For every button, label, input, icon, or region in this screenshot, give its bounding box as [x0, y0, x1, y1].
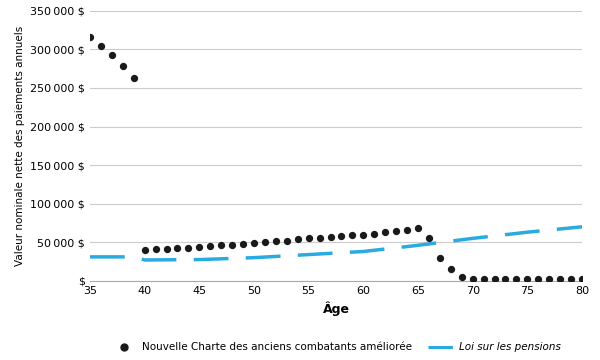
Point [140, 247, 149, 253]
Point [457, 274, 467, 280]
X-axis label: Âge: Âge [323, 301, 349, 316]
Point [413, 225, 423, 231]
Point [151, 246, 160, 252]
Point [271, 239, 281, 244]
Point [282, 238, 292, 244]
Point [118, 63, 128, 69]
Point [544, 276, 554, 282]
Point [238, 241, 248, 247]
Point [129, 75, 139, 81]
Point [424, 235, 434, 241]
Point [577, 276, 587, 282]
Point [500, 276, 510, 282]
Point [468, 276, 478, 282]
Point [479, 276, 488, 282]
Point [337, 233, 346, 239]
Point [446, 266, 455, 272]
Point [162, 246, 172, 252]
Point [205, 243, 215, 249]
Point [304, 235, 313, 241]
Point [359, 231, 368, 237]
Point [556, 276, 565, 282]
Point [194, 244, 204, 250]
Point [260, 239, 270, 245]
Point [96, 42, 106, 48]
Point [435, 255, 445, 261]
Point [391, 229, 401, 234]
Point [347, 233, 357, 238]
Point [370, 231, 379, 237]
Point [249, 240, 259, 246]
Legend: Nouvelle Charte des anciens combatants améliorée, Loi sur les pensions: Nouvelle Charte des anciens combatants a… [107, 338, 565, 357]
Point [523, 276, 532, 282]
Point [85, 34, 95, 40]
Point [315, 235, 325, 240]
Point [326, 234, 335, 240]
Point [217, 242, 226, 248]
Point [380, 229, 390, 235]
Y-axis label: Valeur nominale nette des paiements annuels: Valeur nominale nette des paiements annu… [15, 26, 25, 266]
Point [227, 242, 237, 247]
Point [293, 236, 302, 242]
Point [173, 246, 182, 251]
Point [490, 276, 499, 282]
Point [566, 276, 576, 282]
Point [402, 227, 412, 233]
Point [533, 276, 543, 282]
Point [184, 245, 193, 251]
Point [512, 276, 521, 282]
Point [107, 52, 116, 58]
